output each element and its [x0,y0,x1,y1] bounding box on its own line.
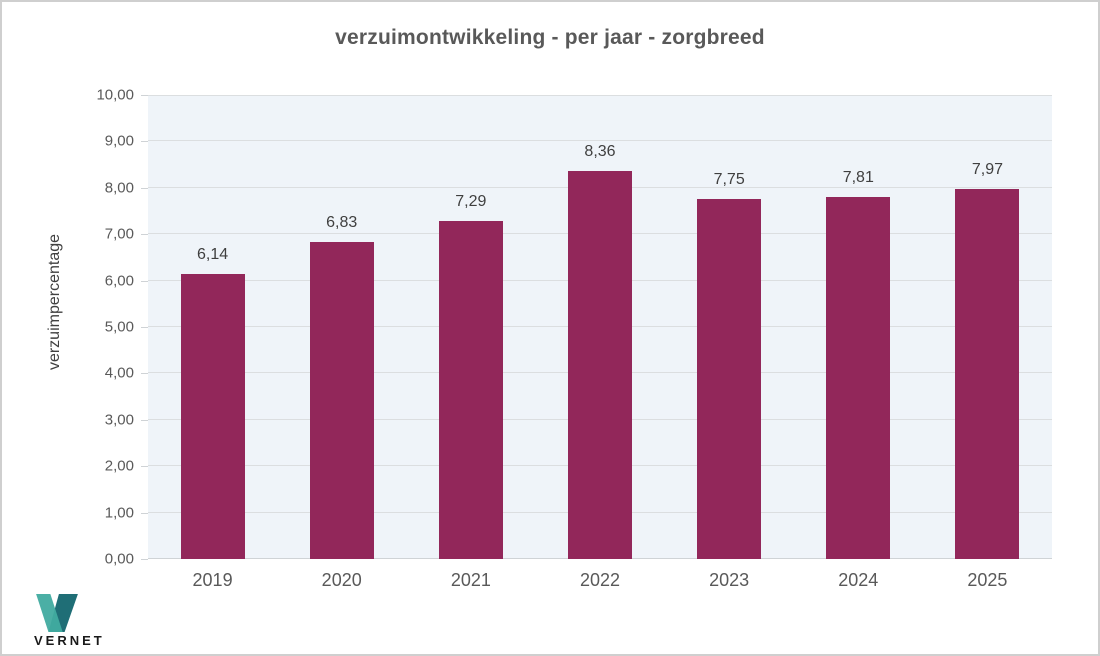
y-axis-tick [141,280,148,282]
x-tick-label: 2024 [838,570,879,590]
y-axis-tick [141,234,148,236]
bar-2021 [438,220,503,559]
y-tick-label: 6,00 [104,272,134,290]
y-tick-label: 3,00 [104,411,134,429]
y-axis-tick [141,327,148,328]
y-tick-label: 2,00 [104,457,134,475]
plot-area [148,95,1052,559]
x-tick-label: 2025 [967,570,1008,590]
y-axis-title: verzuimpercentage [46,233,63,371]
bar-2022 [568,171,632,559]
x-tick-label: 2021 [450,570,491,590]
vernet-v-icon [36,594,78,632]
x-tick-label: 2019 [192,570,233,590]
bar-value-label: 7,75 [713,171,745,189]
y-axis-tick [141,512,148,514]
bar-value-label: 6,14 [196,246,229,264]
vernet-logo: VERNET [34,594,105,648]
y-axis-tick [141,419,148,421]
y-tick-label: 5,00 [104,318,134,336]
y-tick-label: 7,00 [104,225,134,243]
y-tick-label: 4,00 [104,364,134,382]
y-axis-tick [141,559,148,560]
bar-2019 [180,274,245,559]
chart-title: verzuimontwikkeling - per jaar - zorgbre… [335,26,765,49]
gridline [148,140,1052,142]
y-axis-tick [141,466,148,468]
y-axis-tick [141,187,148,189]
bar-2023 [697,199,762,559]
bar-value-label: 6,83 [326,214,358,232]
bar-value-label: 8,36 [584,143,616,161]
y-axis-tick [141,95,148,96]
x-tick-label: 2022 [579,570,621,590]
bar-2020 [309,242,374,559]
y-tick-label: 8,00 [104,179,134,197]
y-tick-label: 1,00 [104,504,134,522]
y-tick-label: 10,00 [96,86,134,104]
bar-value-label: 7,29 [455,192,487,210]
bar-2024 [826,196,891,559]
y-axis-tick [141,373,148,375]
x-tick-label: 2020 [321,570,362,590]
y-axis-tick [141,141,148,143]
y-tick-label: 9,00 [104,132,134,150]
x-tick-label: 2023 [709,570,750,590]
bar-value-label: 7,81 [842,168,874,186]
y-tick-label: 0,00 [104,550,134,568]
vernet-logo-text: VERNET [34,633,105,648]
bar-value-label: 7,97 [971,161,1003,179]
bar-2025 [955,189,1020,559]
